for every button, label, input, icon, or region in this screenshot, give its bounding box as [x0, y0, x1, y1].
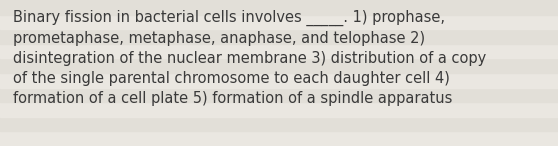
Bar — [0, 117, 558, 131]
Text: Binary fission in bacterial cells involves _____. 1) prophase,
prometaphase, met: Binary fission in bacterial cells involv… — [13, 10, 486, 106]
Bar — [0, 15, 558, 29]
Bar — [0, 73, 558, 88]
Bar — [0, 44, 558, 58]
Bar — [0, 58, 558, 73]
Bar — [0, 29, 558, 44]
Bar — [0, 0, 558, 15]
Bar — [0, 88, 558, 102]
Bar — [0, 102, 558, 117]
Bar — [0, 131, 558, 146]
